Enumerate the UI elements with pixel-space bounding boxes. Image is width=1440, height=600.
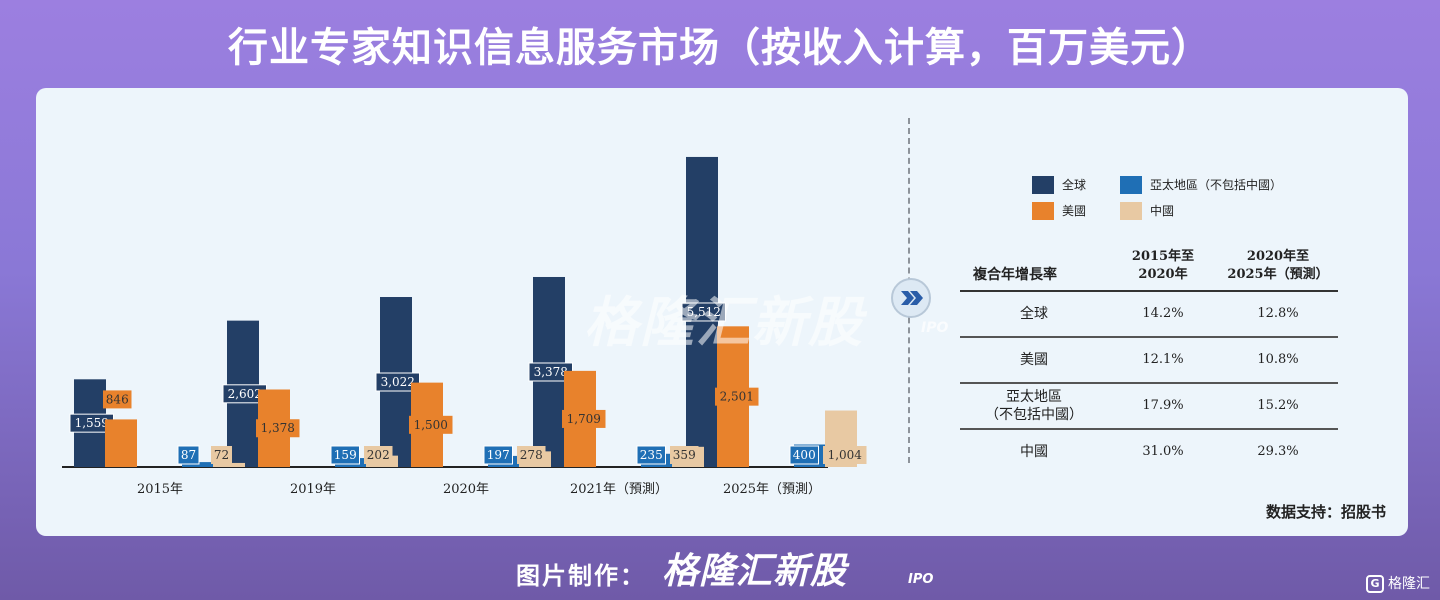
data-label: 1,378	[261, 421, 295, 435]
table-row: 全球 14.2% 12.8%	[960, 292, 1338, 338]
table-row: 中國 31.0% 29.3%	[960, 430, 1338, 476]
data-label-box	[562, 409, 606, 428]
cagr-value-p2: 15.2%	[1257, 398, 1299, 413]
cagr-header-period-1: 2015年至 2020年	[1131, 249, 1195, 282]
bar-chart: 1,559 2,602 3,022 3,378 5,512 846 1,378 1,500 1,…	[62, 156, 867, 497]
cagr-header-label: 複合年增長率	[973, 267, 1057, 283]
data-label-box	[177, 445, 200, 465]
cagr-region: 美國	[1020, 352, 1048, 368]
legend-item-china: 中國	[1120, 202, 1210, 220]
page-title: 行业专家知识信息服务市场（按收入计算，百万美元）	[228, 25, 1212, 71]
cagr-value-p2: 10.8%	[1257, 352, 1299, 367]
data-label: 5,512	[687, 305, 721, 319]
data-label-box	[483, 445, 513, 465]
data-label: 400	[793, 448, 816, 462]
data-label-box	[256, 419, 300, 438]
data-label: 1,559	[75, 416, 109, 430]
logo-icon: G	[1366, 575, 1384, 593]
data-label: 1,500	[414, 418, 448, 432]
brand-logo: G 格隆汇	[1366, 574, 1430, 594]
legend-swatch	[1120, 202, 1142, 220]
data-label-box	[211, 446, 232, 464]
data-label: 159	[334, 448, 357, 462]
legend-swatch	[1032, 176, 1054, 194]
legend-swatch	[1032, 202, 1054, 220]
data-label: 2,501	[720, 390, 754, 404]
data-label: 2,602	[228, 387, 262, 401]
legend-item-us: 美國	[1032, 202, 1122, 220]
cagr-value-p1: 17.9%	[1142, 398, 1184, 413]
table-row: 亞太地區 （不包括中國） 17.9% 15.2%	[960, 384, 1338, 430]
data-label-box	[375, 372, 420, 392]
data-label-box	[103, 390, 132, 409]
cagr-value-p2: 12.8%	[1257, 306, 1299, 321]
x-tick-label: 2021年（預測）	[570, 482, 668, 497]
data-label-box	[330, 445, 360, 465]
data-label-box	[681, 302, 726, 322]
legend-label: 美國	[1062, 204, 1087, 218]
data-label: 235	[640, 448, 663, 462]
data-label: 87	[181, 448, 196, 462]
cagr-table: 複合年增長率 2015年至 2020年 2020年至 2025年（預測） 全球 …	[960, 240, 1338, 476]
watermark-text: 格隆汇新股	[584, 291, 864, 354]
data-label: 278	[520, 448, 543, 462]
data-label-box	[715, 387, 759, 406]
x-tick-label: 2025年（預測）	[723, 482, 821, 497]
data-label-box	[636, 445, 666, 465]
cagr-region: 中國	[1020, 444, 1048, 460]
logo-text: 格隆汇	[1388, 576, 1430, 592]
cagr-value-p2: 29.3%	[1257, 444, 1299, 459]
cagr-table-header: 複合年增長率 2015年至 2020年 2020年至 2025年（預測）	[960, 240, 1338, 292]
cagr-region: 亞太地區 （不包括中國）	[985, 389, 1083, 423]
data-label: 1,709	[567, 412, 601, 426]
data-label-box	[823, 446, 867, 464]
cagr-value-p1: 14.2%	[1142, 306, 1184, 321]
bar-apac-0	[182, 462, 214, 467]
x-tick-label: 2019年	[290, 482, 336, 497]
table-row: 美國 12.1% 10.8%	[960, 338, 1338, 384]
footer-brand: 格隆汇新股	[662, 551, 848, 592]
chart-card: 1,559 2,602 3,022 3,378 5,512 846 1,378 1,500 1,…	[36, 88, 1408, 536]
watermark-ipo: IPO	[921, 320, 949, 336]
legend-label: 中國	[1150, 204, 1175, 218]
data-label: 846	[106, 392, 129, 406]
data-label: 202	[367, 448, 390, 462]
data-label-box	[670, 446, 699, 464]
cagr-header-period-2: 2020年至 2025年（預測）	[1227, 249, 1329, 282]
x-tick-label: 2015年	[137, 482, 183, 497]
footer-label: 图片制作：	[516, 562, 646, 590]
legend-swatch	[1120, 176, 1142, 194]
cagr-value-p1: 31.0%	[1142, 444, 1184, 459]
data-label: 72	[214, 448, 229, 462]
data-label-box	[789, 445, 819, 465]
chart-legend: 全球 亞太地區（不包括中國） 美國 中國	[1032, 176, 1392, 222]
legend-item-apac: 亞太地區（不包括中國）	[1120, 176, 1380, 194]
data-label: 1,004	[828, 448, 863, 462]
data-label: 359	[673, 448, 696, 462]
legend-label: 全球	[1062, 178, 1087, 192]
data-label: 3,022	[381, 375, 415, 389]
footer-ipo: IPO	[908, 572, 934, 587]
cagr-region: 全球	[1020, 306, 1048, 322]
x-tick-label: 2020年	[443, 482, 489, 497]
data-label-box	[517, 446, 546, 464]
legend-label: 亞太地區（不包括中國）	[1150, 178, 1283, 192]
source-note: 数据支持：招股书	[1265, 503, 1386, 521]
chevron-right-icon	[891, 278, 931, 318]
data-label-box	[409, 415, 453, 434]
cagr-value-p1: 12.1%	[1142, 352, 1184, 367]
data-label: 197	[487, 448, 510, 462]
data-label-box	[364, 446, 393, 464]
data-label: 3,378	[534, 365, 568, 379]
bar-us-0	[105, 419, 137, 467]
bar-china-0	[213, 462, 245, 467]
legend-item-global: 全球	[1032, 176, 1122, 194]
